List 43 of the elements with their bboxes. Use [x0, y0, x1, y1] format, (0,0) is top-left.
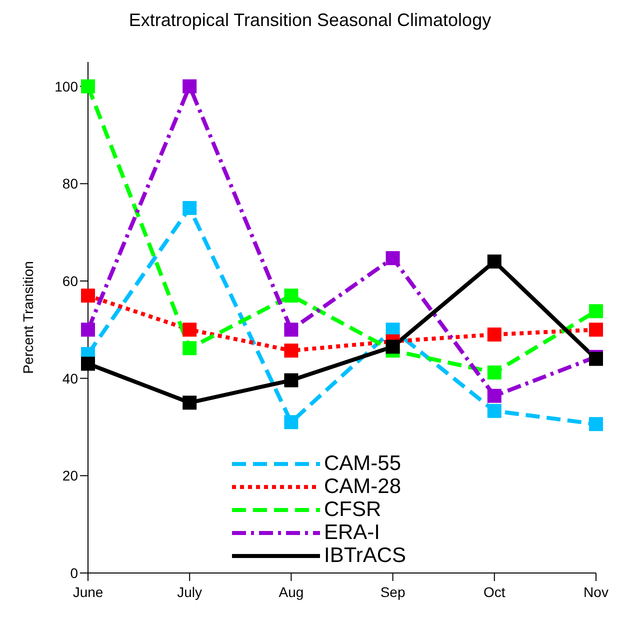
legend-label: CAM-55 [324, 452, 402, 476]
point [386, 340, 400, 354]
x-tick-label: Oct [484, 584, 506, 600]
y-tick-label: 20 [62, 468, 78, 484]
chart-title: Extratropical Transition Seasonal Climatology [128, 10, 492, 31]
point [81, 79, 95, 94]
point [81, 356, 95, 371]
x-tick-label: Sep [380, 584, 406, 600]
point [284, 322, 298, 337]
y-tick-label: 80 [62, 176, 78, 192]
point [589, 417, 603, 432]
x-tick-label: June [72, 584, 104, 600]
legend-label: CFSR [324, 498, 382, 522]
point [182, 201, 197, 215]
point [487, 365, 502, 380]
point [284, 373, 298, 388]
y-tick-label: 40 [62, 370, 78, 386]
x-tick-label: Nov [584, 584, 608, 600]
point [589, 322, 603, 337]
point [182, 396, 197, 410]
point [284, 288, 298, 303]
point [487, 328, 502, 342]
legend-label: ERA-I [324, 520, 380, 544]
point [386, 251, 400, 266]
point [182, 322, 197, 337]
point [487, 254, 502, 269]
point [284, 415, 298, 430]
y-axis-title: Percent Transition [20, 261, 36, 374]
point [81, 322, 95, 337]
point [182, 341, 197, 356]
x-tick-label: Aug [278, 584, 304, 600]
point [284, 344, 298, 358]
legend-label: CAM-28 [324, 474, 402, 498]
y-tick-label: 0 [70, 564, 78, 581]
x-tick-label: July [177, 584, 202, 600]
y-tick-label: 100 [54, 78, 78, 94]
point [589, 304, 603, 318]
y-tick-label: 60 [62, 272, 78, 289]
point [81, 288, 95, 303]
point [487, 404, 502, 418]
point [487, 388, 502, 403]
legend-label: IBTrACS [324, 544, 406, 568]
point [182, 79, 197, 94]
